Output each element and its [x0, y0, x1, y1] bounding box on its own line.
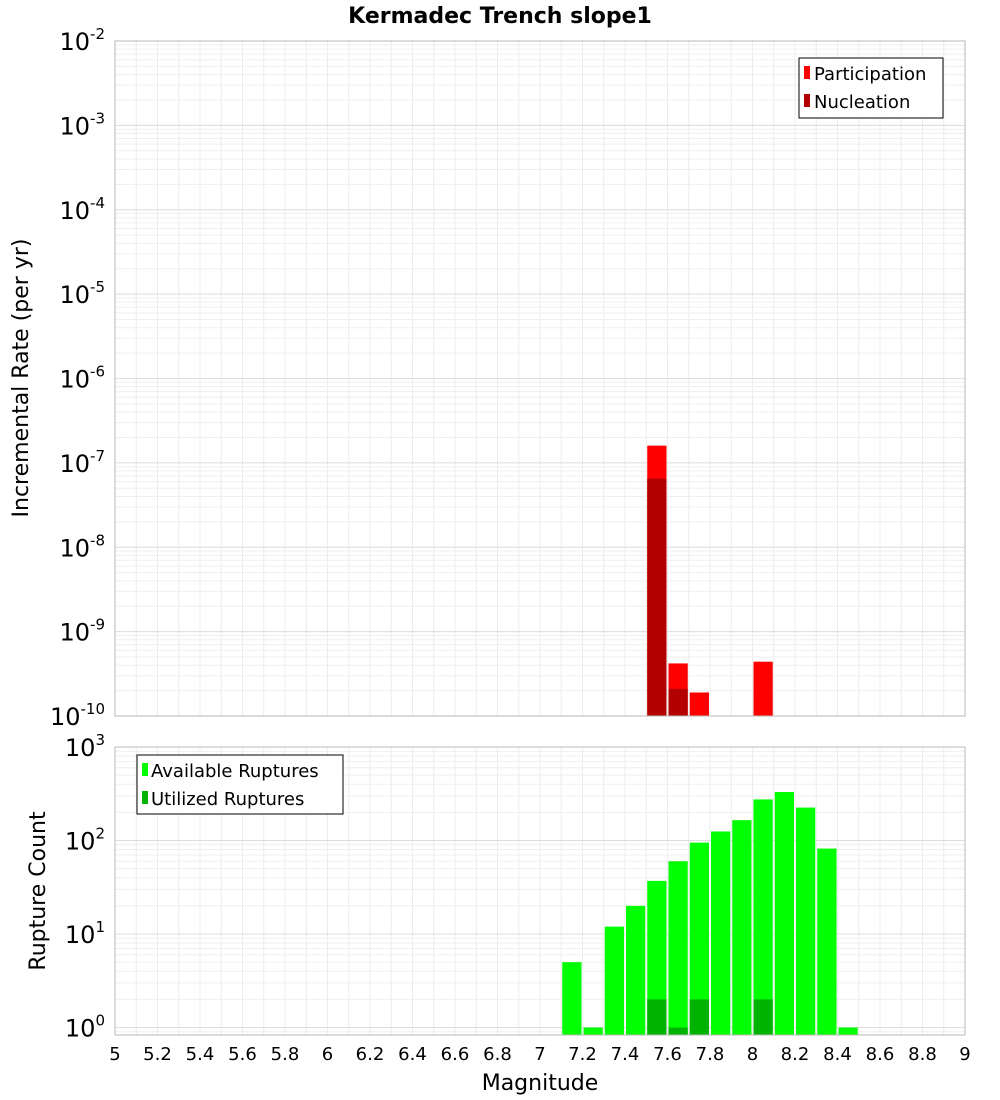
chart-title: Kermadec Trench slope1: [348, 4, 652, 29]
rate-y-ticks: 10-2 10-3 10-4 10-5 10-6 10-7 10-8 10-9 10-10: [50, 25, 105, 731]
rate-panel: 10-2 10-3 10-4 10-5 10-6 10-7 10-8 10-9 10-10 In…: [9, 25, 966, 731]
count-bar-utilized-ruptures: [647, 999, 667, 1035]
participation-legend-swatch: [804, 66, 810, 79]
count-plot-border: [114, 746, 966, 1036]
rate-bars: [647, 445, 773, 716]
x-tick-label: 5.8: [271, 1044, 300, 1065]
participation-legend-label: Participation: [814, 64, 926, 85]
x-tick-label: 8.2: [781, 1044, 810, 1065]
count-y-tick-label: 102: [65, 825, 105, 856]
rate-y-tick-label: 10-8: [59, 531, 105, 562]
x-tick-label: 7.6: [653, 1044, 682, 1065]
count-bars: [562, 792, 858, 1035]
x-tick-label: 9: [959, 1044, 970, 1065]
count-bar-available-ruptures: [711, 831, 731, 1035]
rate-y-tick-label: 10-5: [59, 278, 105, 309]
available-legend-swatch: [142, 763, 148, 776]
rate-y-tick-label: 10-9: [59, 616, 105, 647]
count-bar-available-ruptures: [732, 820, 752, 1035]
nucleation-legend-label: Nucleation: [814, 92, 910, 113]
rate-y-tick-label: 10-3: [59, 109, 105, 140]
rate-bar-participation: [689, 692, 709, 716]
count-y-tick-label: 103: [65, 731, 105, 762]
rate-y-tick-label: 10-6: [59, 363, 105, 394]
count-bar-available-ruptures: [689, 842, 709, 1035]
x-tick-label: 6.8: [483, 1044, 512, 1065]
x-tick-label: 5: [109, 1044, 120, 1065]
rate-bar-nucleation: [668, 688, 688, 716]
x-tick-label: 6.4: [398, 1044, 427, 1065]
x-tick-label: 6.6: [441, 1044, 470, 1065]
x-tick-label: 8.4: [823, 1044, 852, 1065]
x-tick-label: 5.4: [186, 1044, 215, 1065]
x-tick-label: 8.8: [908, 1044, 937, 1065]
x-axis-ticks: 5 5.2 5.4 5.6 5.8 6 6.2 6.4 6.6 6.8 7 7.2 7.4 7.6 7.8 8…: [109, 1044, 970, 1065]
x-tick-label: 7.8: [696, 1044, 725, 1065]
rate-bar-participation: [753, 661, 773, 716]
x-tick-label: 7.2: [568, 1044, 597, 1065]
count-bar-available-ruptures: [562, 962, 582, 1035]
x-tick-label: 6.2: [356, 1044, 385, 1065]
rate-plot-border: [114, 40, 966, 717]
count-y-tick-label: 100: [65, 1012, 105, 1043]
count-y-ticks: 103 102 101 100: [65, 731, 105, 1043]
rate-y-tick-label: 10-2: [59, 25, 105, 56]
count-bar-available-ruptures: [626, 905, 646, 1035]
rate-grid: [114, 41, 966, 717]
nucleation-legend-swatch: [804, 94, 810, 107]
count-bar-available-ruptures: [668, 861, 688, 1035]
count-y-tick-label: 101: [65, 918, 105, 949]
x-tick-label: 8: [747, 1044, 758, 1065]
count-bar-available-ruptures: [583, 1027, 603, 1035]
x-tick-label: 6: [322, 1044, 333, 1065]
count-legend-box: [136, 754, 344, 815]
available-legend-label: Available Ruptures: [151, 761, 319, 782]
count-y-axis-label: Rupture Count: [26, 811, 51, 971]
rate-bar-nucleation: [647, 478, 667, 716]
count-bar-utilized-ruptures: [689, 999, 709, 1035]
utilized-legend-label: Utilized Ruptures: [151, 789, 304, 810]
rate-y-axis-label: Incremental Rate (per yr): [9, 239, 34, 518]
count-bar-available-ruptures: [753, 799, 773, 1035]
x-tick-label: 7.4: [611, 1044, 640, 1065]
count-bar-available-ruptures: [817, 848, 837, 1035]
x-tick-label: 8.6: [866, 1044, 895, 1065]
x-tick-label: 5.6: [228, 1044, 257, 1065]
count-bar-available-ruptures: [774, 792, 794, 1035]
utilized-legend-swatch: [142, 791, 148, 804]
rate-legend: Participation Nucleation: [798, 57, 944, 119]
count-bar-available-ruptures: [647, 880, 667, 1035]
x-axis-label: Magnitude: [482, 1071, 599, 1096]
x-tick-label: 5.2: [143, 1044, 172, 1065]
count-panel: 103 102 101 100 Rupture Count Available Rup…: [26, 731, 966, 1043]
rate-y-tick-label: 10-10: [50, 700, 105, 731]
count-bar-available-ruptures: [796, 807, 816, 1035]
rate-y-tick-label: 10-7: [59, 447, 105, 478]
count-bar-available-ruptures: [838, 1027, 858, 1035]
x-tick-label: 7: [534, 1044, 545, 1065]
count-bar-available-ruptures: [604, 926, 624, 1035]
count-bar-utilized-ruptures: [753, 999, 773, 1035]
rate-legend-box: [798, 57, 944, 119]
count-bar-utilized-ruptures: [668, 1027, 688, 1035]
count-legend: Available Ruptures Utilized Ruptures: [136, 754, 344, 815]
rate-y-tick-label: 10-4: [59, 194, 105, 225]
